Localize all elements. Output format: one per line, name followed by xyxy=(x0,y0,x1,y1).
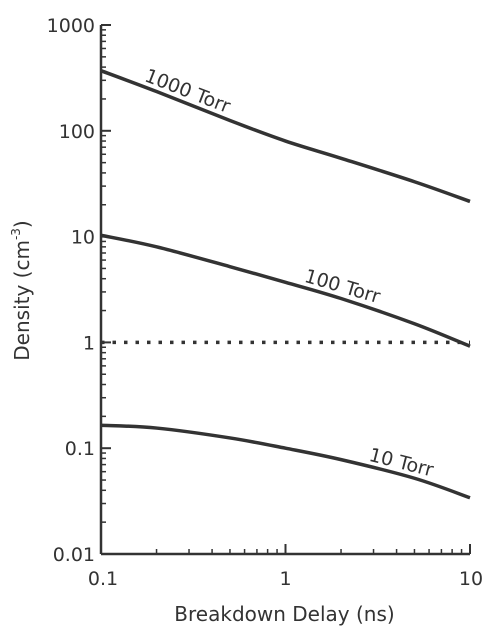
x-tick-label: 10 xyxy=(459,568,483,590)
x-axis: 0.1 1 10 xyxy=(88,544,483,590)
y-axis-title-main: Density (cm xyxy=(10,240,34,361)
y-axis-title-superscript: -3 xyxy=(9,228,23,240)
y-axis-title-close: ) xyxy=(10,220,34,228)
y-tick-label: 0.1 xyxy=(65,438,95,460)
y-tick-label: 1000 xyxy=(47,15,95,37)
x-axis-title: Breakdown Delay (ns) xyxy=(174,602,394,626)
y-tick-label: 10 xyxy=(71,227,95,249)
y-tick-label: 0.01 xyxy=(53,544,95,566)
series-line-100-torr xyxy=(100,233,471,348)
y-axis: 0.01 0.1 1 10 100 1000 xyxy=(47,15,111,566)
y-axis-title: Density (cm-3) xyxy=(9,220,34,360)
series-line-1000-torr xyxy=(100,69,471,204)
x-tick-label: 1 xyxy=(279,568,291,590)
x-tick-label: 0.1 xyxy=(88,568,118,590)
series-line-10-torr xyxy=(100,423,471,500)
y-tick-label: 1 xyxy=(83,332,95,354)
series-label: 100 Torr xyxy=(302,265,383,308)
y-tick-label: 100 xyxy=(59,121,95,143)
